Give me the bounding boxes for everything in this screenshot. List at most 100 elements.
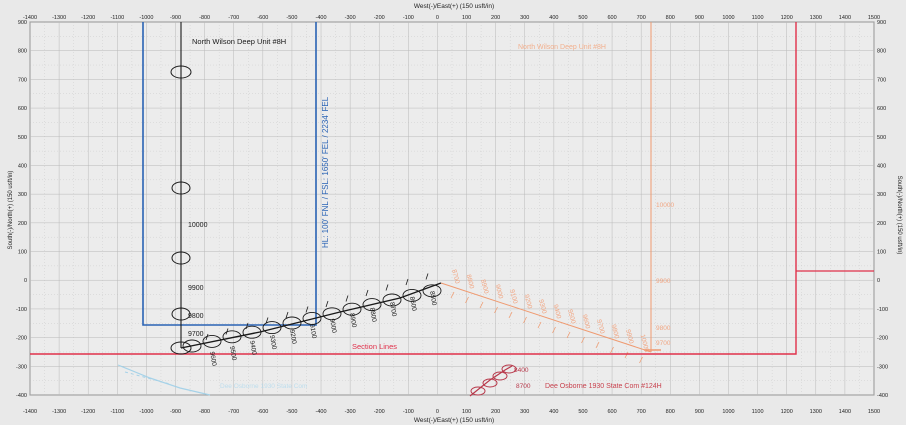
y-tick-label-left: 0 [24,278,27,284]
y-tick-label-left: 300 [18,192,27,198]
md-tick [325,300,329,308]
x-tick-label-bottom: 1100 [752,409,764,415]
md-tick [566,331,571,339]
uncertainty-ellipse [171,181,191,195]
x-tick-label-top: 700 [637,15,646,21]
x-tick-label-bottom: -300 [345,409,356,415]
md-tick [345,295,349,302]
md-label: 9700 [188,331,204,338]
md-tick [595,341,600,349]
x-tick-label-top: -500 [286,15,297,21]
md-tick [205,333,209,341]
md-tick [225,328,229,335]
md-label: 9600 [208,351,217,367]
md-tick [479,301,484,309]
x-tick-label-bottom: -1200 [81,409,95,415]
x-tick-label-top: 1000 [722,15,734,21]
md-label: 8700 [388,302,397,318]
md-label: 8900 [479,279,490,295]
x-tick-label-bottom: -700 [228,409,239,415]
md-label: 9500 [566,309,577,325]
uncertainty-ellipse [282,316,302,330]
ghost-well-label: Dee Osborne 1930 State Com [220,383,307,390]
md-label: 8600 [408,296,417,312]
x-tick-label-top: -1100 [110,15,124,21]
md-tick [245,322,249,330]
black-md-labels: 10000 9900 9800 9700 9600 9500 9400 9300 9200 910… [188,222,438,367]
y-tick-label-right: 500 [877,135,886,141]
md-label: 8800 [368,307,377,323]
md-label: 9100 [508,289,519,305]
x-tick-label-bottom: 500 [578,409,587,415]
md-label: 8900 [348,313,357,329]
section-lines-label: Section Lines [352,342,397,351]
x-tick-label-top: 400 [549,15,558,21]
md-tick [450,291,455,299]
black-well-trajectory: North Wilson Deep Unit #8H 10000 9900 9800… [170,22,442,367]
y-tick-label-left: 600 [18,106,27,112]
uncertainty-ellipse [422,284,442,298]
x-tick-label-bottom: -400 [316,409,327,415]
md-tick [365,289,369,297]
x-tick-label-top: -700 [228,15,239,21]
md-label: 9100 [308,324,317,340]
md-label: 9200 [523,294,534,310]
x-tick-label-bottom: -800 [199,409,210,415]
y-tick-label-left: -200 [16,336,27,342]
md-label: 8800 [465,274,476,290]
md-label: 9300 [537,299,548,315]
x-tick-label-bottom: 0 [436,409,439,415]
md-tick [508,311,513,319]
x-tick-label-top: -200 [374,15,385,21]
x-tick-label-bottom: -600 [257,409,268,415]
x-tick-label-top: 1500 [868,15,880,21]
x-tick-label-top: 900 [695,15,704,21]
y-tick-label-left: 900 [18,20,27,26]
md-label: 9000 [328,318,337,334]
x-tick-label-top: -400 [316,15,327,21]
y-tick-label-right: 100 [877,250,886,256]
x-tick-label-top: -1400 [23,15,37,21]
md-tick [465,296,469,304]
x-tick-label-top: 0 [436,15,439,21]
uncertainty-ellipse [382,293,402,307]
x-tick-label-bottom: -500 [286,409,297,415]
x-tick-label-bottom: -100 [403,409,414,415]
md-tick [639,356,643,364]
md-label: 8700 [450,269,461,285]
x-tick-label-bottom: 1000 [722,409,734,415]
md-tick [624,351,629,359]
md-tick [405,278,409,286]
md-tick [385,284,389,291]
x-tick-label-top: -1000 [139,15,153,21]
uncertainty-ellipse [262,321,282,335]
y-tick-label-right: -200 [877,336,888,342]
md-label: 10000 [639,334,651,354]
x-tick-label-top: 1200 [781,15,793,21]
md-label: 9000 [494,284,505,300]
hardline-label: HL: 100' FNL / FSL: 1650' FEL / 2234' FE… [321,96,330,248]
md-label: 9300 [268,335,277,351]
x-tick-label-bottom: -1100 [110,409,124,415]
md-label: 9800 [656,325,671,332]
x-tick-label-top: -100 [403,15,414,21]
x-tick-label-bottom: 1500 [868,409,880,415]
x-tick-label-bottom: 400 [549,409,558,415]
uncertainty-ellipses [170,65,442,355]
x-tick-label-top: -600 [257,15,268,21]
y-tick-label-left: 800 [18,49,27,55]
y-tick-label-right: -300 [877,364,888,370]
md-label: 9700 [656,340,671,347]
orange-well-label: North Wilson Deep Unit #8H [518,44,606,51]
red-md-8700: 8700 [516,383,531,390]
right-axis-title: South(-)/North(+) (150 usft/in) [896,176,902,255]
x-tick-label-bottom: 600 [607,409,616,415]
md-tick [285,311,289,319]
md-label: 9900 [624,329,635,345]
x-tick-label-bottom: 700 [637,409,646,415]
x-tick-label-top: 1300 [810,15,822,21]
y-tick-label-right: 300 [877,192,886,198]
md-tick [537,321,542,329]
red-md-8400: 8400 [514,367,529,374]
